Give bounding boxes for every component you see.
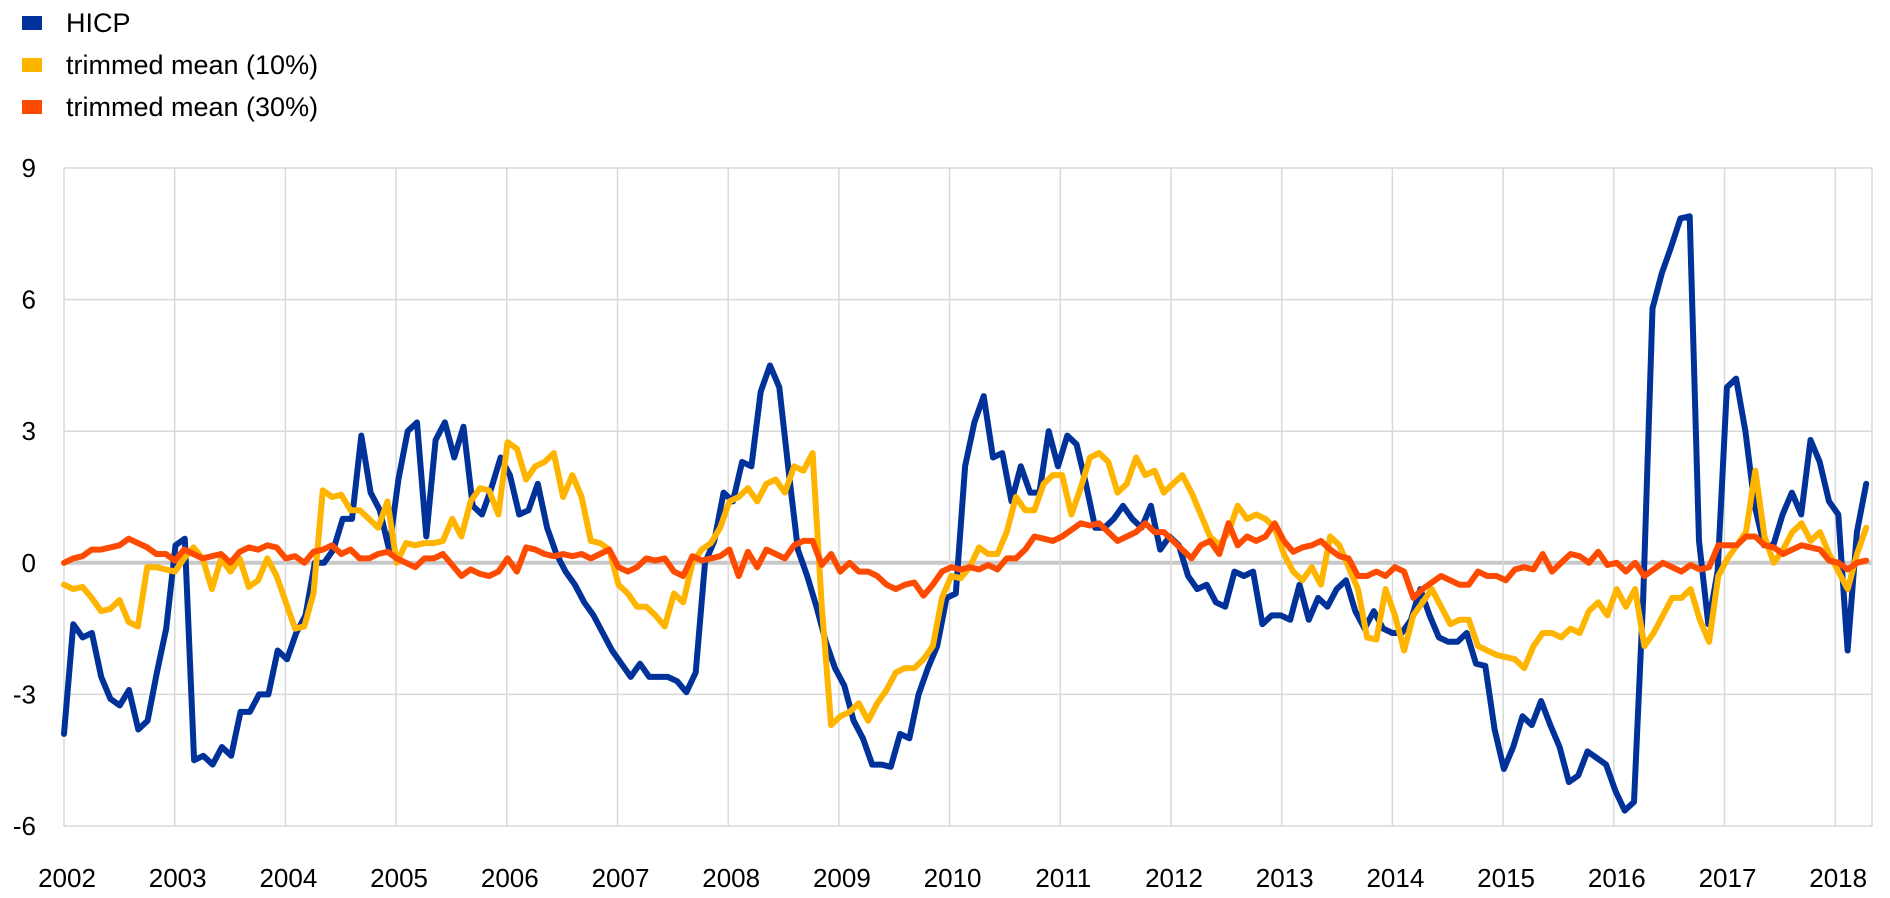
x-tick-label: 2006 xyxy=(481,863,539,893)
x-tick-label: 2008 xyxy=(702,863,760,893)
x-tick-label: 2010 xyxy=(924,863,982,893)
x-tick-label: 2017 xyxy=(1699,863,1757,893)
x-tick-label: 2013 xyxy=(1256,863,1314,893)
x-tick-label: 2002 xyxy=(38,863,96,893)
series-line-hicp xyxy=(61,213,1870,814)
x-tick-label: 2012 xyxy=(1145,863,1203,893)
x-tick-label: 2003 xyxy=(149,863,207,893)
x-tick-label: 2004 xyxy=(259,863,317,893)
x-tick-label: 2016 xyxy=(1588,863,1646,893)
legend-item-trimmed-10: trimmed mean (10%) xyxy=(22,44,318,86)
x-tick-label: 2007 xyxy=(592,863,650,893)
y-tick-label: 0 xyxy=(22,548,36,578)
legend-item-hicp: HICP xyxy=(22,2,318,44)
x-tick-label: 2018 xyxy=(1809,863,1867,893)
chart-legend: HICP trimmed mean (10%) trimmed mean (30… xyxy=(22,2,318,128)
legend-swatch-hicp xyxy=(22,16,42,30)
y-tick-label: -3 xyxy=(13,679,36,709)
legend-label: HICP xyxy=(66,7,131,38)
legend-swatch-trimmed-10 xyxy=(22,58,42,72)
y-tick-label: -6 xyxy=(13,811,36,841)
x-tick-label: 2009 xyxy=(813,863,871,893)
legend-label: trimmed mean (10%) xyxy=(66,49,319,80)
series-line-trimmed-mean-30- xyxy=(61,520,1870,601)
x-tick-label: 2005 xyxy=(370,863,428,893)
legend-item-trimmed-30: trimmed mean (30%) xyxy=(22,86,318,128)
legend-swatch-trimmed-30 xyxy=(22,100,42,114)
series-line-trimmed-mean-10- xyxy=(61,439,1870,729)
x-tick-label: 2014 xyxy=(1366,863,1424,893)
legend-label: trimmed mean (30%) xyxy=(66,91,319,122)
x-tick-label: 2015 xyxy=(1477,863,1535,893)
x-tick-label: 2011 xyxy=(1035,863,1091,893)
y-tick-label: 9 xyxy=(22,153,36,183)
y-tick-label: 6 xyxy=(22,285,36,315)
y-tick-label: 3 xyxy=(22,416,36,446)
